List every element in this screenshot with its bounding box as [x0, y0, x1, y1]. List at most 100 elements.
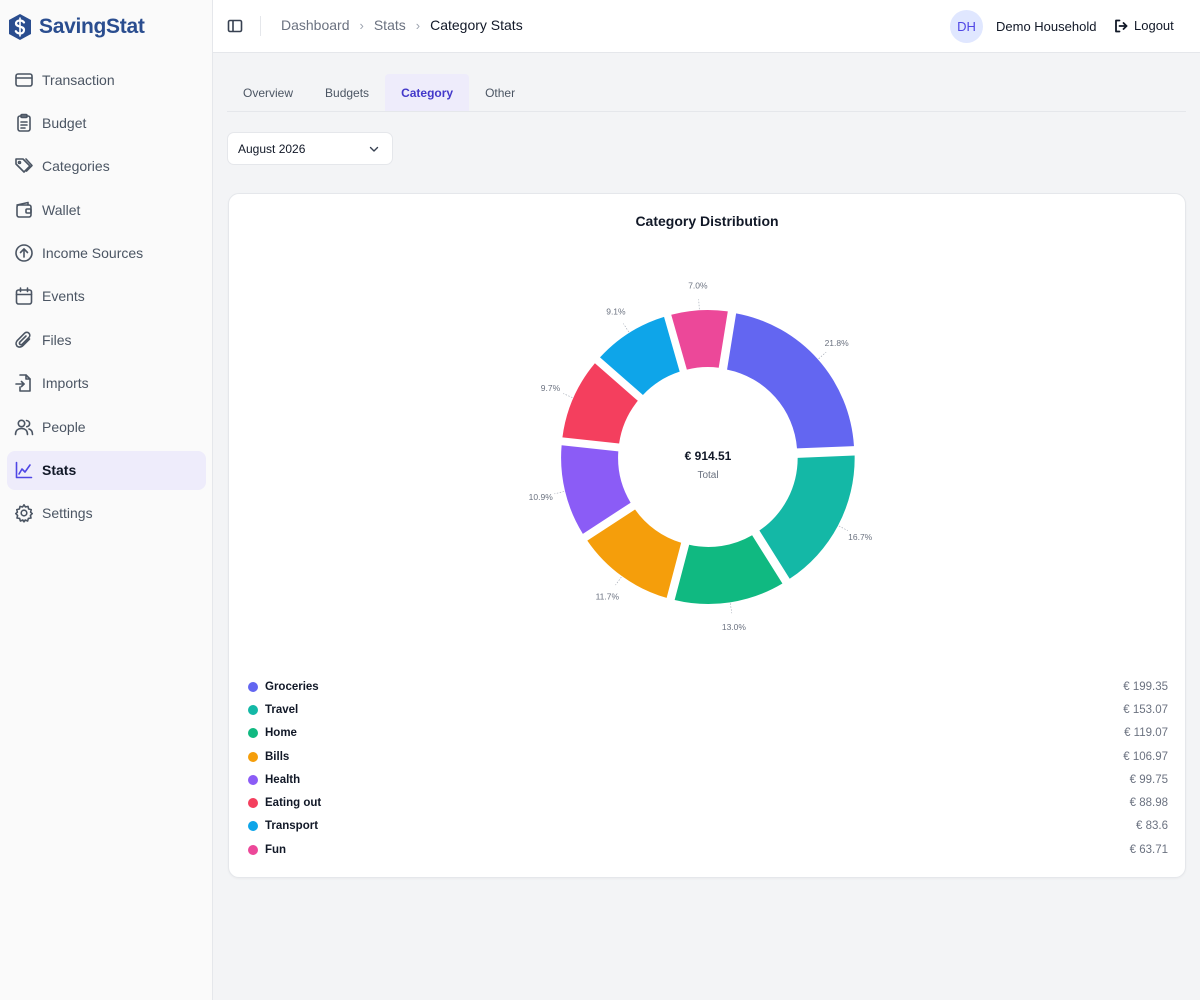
donut-slice-travel[interactable] [759, 455, 855, 579]
legend-category-amount: € 106.97 [1123, 750, 1168, 763]
category-distribution-card: Category Distribution 21.8% 16.7% 13.0% 11.… [228, 193, 1186, 878]
slice-percent-label: 13.0% [722, 622, 747, 632]
donut-slice-home[interactable] [674, 535, 783, 604]
sidebar-item-settings[interactable]: Settings [7, 494, 206, 533]
header-divider [260, 16, 261, 36]
legend-item[interactable]: Groceries € 199.35 [248, 675, 1168, 698]
slice-label-leader [818, 351, 827, 359]
sidebar-item-events[interactable]: Events [7, 277, 206, 316]
legend-category-name: Groceries [265, 680, 319, 693]
legend-category-name: Transport [265, 820, 319, 833]
sidebar-nav: Transaction Budget Categories Wallet Inc… [7, 60, 206, 537]
sidebar-item-imports[interactable]: Imports [7, 364, 206, 403]
legend-dot [248, 844, 258, 855]
legend-category-name: Travel [265, 703, 299, 716]
sidebar-item-transaction[interactable]: Transaction [7, 60, 206, 99]
legend-category-name: Health [265, 773, 301, 786]
legend-category-amount: € 153.07 [1123, 703, 1168, 716]
legend-dot [248, 774, 258, 785]
legend-item[interactable]: Health € 99.75 [248, 768, 1168, 791]
legend-category-name: Bills [265, 750, 290, 763]
sidebar-item-label: Budget [42, 114, 87, 131]
sidebar-item-wallet[interactable]: Wallet [7, 190, 206, 229]
slice-percent-label: 9.7% [541, 383, 561, 393]
legend-dot [248, 704, 258, 715]
tab-other[interactable]: Other [485, 85, 516, 100]
credit-card-icon [14, 70, 34, 90]
slice-label-leader [698, 299, 700, 310]
logout-button[interactable]: Logout [1114, 18, 1174, 33]
sidebar-item-stats[interactable]: Stats [7, 450, 206, 490]
slice-percent-label: 10.9% [529, 492, 554, 502]
legend-item[interactable]: Fun € 63.71 [248, 838, 1168, 861]
slice-label-leader [729, 603, 733, 614]
stats-tabs: Overview Budgets Category Other [227, 74, 1186, 112]
legend-item[interactable]: Eating out € 88.98 [248, 791, 1168, 814]
tags-icon [14, 156, 34, 176]
chevron-down-icon [369, 146, 379, 152]
dollar-s-icon [9, 14, 31, 40]
slice-percent-label: 16.7% [848, 532, 873, 542]
sidebar-item-categories[interactable]: Categories [7, 147, 206, 186]
file-import-icon [14, 373, 34, 393]
breadcrumb-stats[interactable]: Stats [373, 17, 406, 33]
chart-center-label: Total [697, 470, 719, 481]
sidebar-item-files[interactable]: Files [7, 320, 206, 359]
breadcrumb-dashboard[interactable]: Dashboard [281, 17, 350, 33]
legend-item[interactable]: Bills € 106.97 [248, 745, 1168, 768]
legend-category-amount: € 88.98 [1129, 797, 1168, 810]
logout-icon [1115, 19, 1128, 32]
legend-category-name: Fun [265, 843, 287, 856]
legend-category-name: Home [265, 727, 297, 740]
sidebar-item-label: Income Sources [42, 245, 144, 262]
legend-category-amount: € 99.75 [1129, 773, 1168, 786]
brand[interactable]: SavingStat [7, 12, 145, 42]
month-select[interactable]: August 2026 [227, 132, 393, 165]
legend-item[interactable]: Travel € 153.07 [248, 698, 1168, 721]
tab-budgets[interactable]: Budgets [325, 85, 370, 100]
slice-percent-label: 9.1% [606, 307, 626, 317]
arrow-up-circle-icon [14, 243, 34, 263]
sidebar-item-label: Categories [42, 158, 110, 175]
donut-chart: 21.8% 16.7% 13.0% 11.7% 10.9% 9.7% 9.1% 7.0% [529, 280, 873, 632]
sidebar-toggle-icon[interactable] [227, 16, 243, 36]
chart-title: Category Distribution [635, 213, 779, 229]
logout-label: Logout [1134, 18, 1174, 33]
legend-category-amount: € 199.35 [1123, 680, 1168, 693]
legend-category-name: Eating out [265, 797, 322, 810]
sidebar-item-income-sources[interactable]: Income Sources [7, 234, 206, 273]
legend-dot [248, 681, 258, 692]
clipboard-icon [14, 113, 34, 133]
sidebar-item-budget[interactable]: Budget [7, 103, 206, 142]
sidebar-item-people[interactable]: People [7, 407, 206, 446]
sidebar-item-label: Events [42, 288, 85, 305]
legend-item[interactable]: Transport € 83.6 [248, 815, 1168, 838]
sidebar-item-label: Wallet [42, 201, 81, 218]
donut-slice-health[interactable] [561, 445, 631, 534]
donut-slice-groceries[interactable] [727, 313, 854, 449]
sidebar-item-label: Stats [42, 462, 77, 479]
month-select-value: August 2026 [238, 141, 306, 156]
sidebar-item-label: People [42, 418, 86, 435]
top-header: Dashboard › Stats › Category Stats DH De… [213, 0, 1200, 53]
legend-item[interactable]: Home € 119.07 [248, 722, 1168, 745]
tab-category[interactable]: Category [385, 74, 470, 111]
slice-label-leader [563, 393, 573, 398]
donut-slice-eating-out[interactable] [562, 363, 638, 444]
sidebar-item-label: Transaction [42, 71, 115, 88]
sidebar: SavingStat Transaction Budget Categories… [0, 0, 213, 1000]
calendar-icon [14, 286, 34, 306]
legend-dot [248, 821, 258, 832]
donut-slice-transport[interactable] [600, 316, 680, 395]
users-icon [14, 417, 34, 437]
donut-slice-fun[interactable] [671, 310, 728, 370]
breadcrumb-current: Category Stats [430, 17, 523, 33]
slice-label-leader [615, 576, 622, 586]
sidebar-item-label: Settings [42, 505, 93, 522]
slice-label-leader [623, 323, 630, 333]
legend-category-amount: € 63.71 [1129, 843, 1168, 856]
avatar[interactable]: DH [950, 10, 983, 43]
donut-slice-bills[interactable] [587, 509, 682, 598]
household-name[interactable]: Demo Household [996, 19, 1097, 34]
tab-overview[interactable]: Overview [243, 85, 294, 100]
